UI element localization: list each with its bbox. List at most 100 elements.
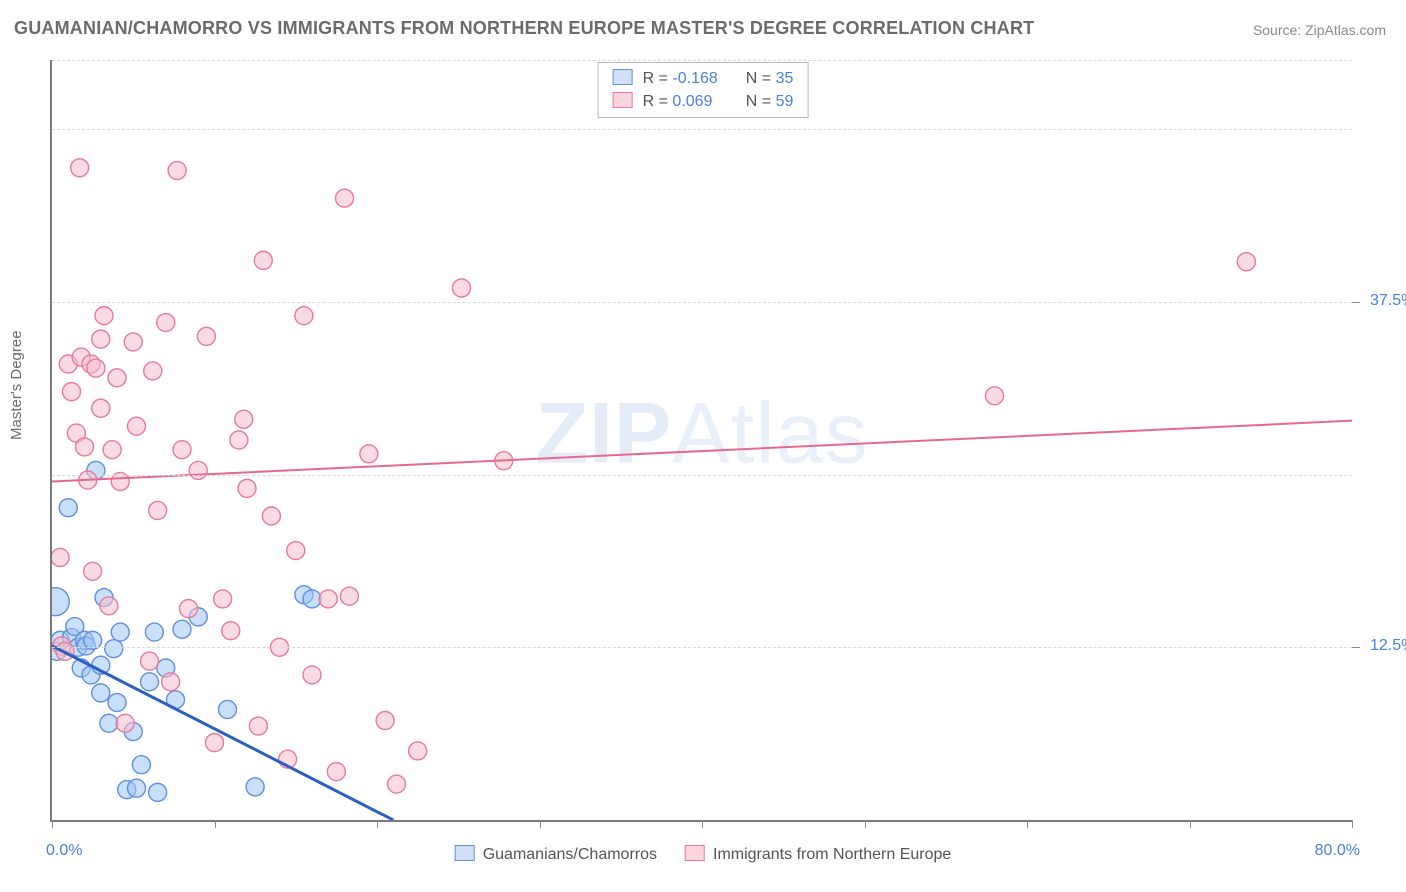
data-point bbox=[173, 620, 191, 638]
data-point bbox=[235, 410, 253, 428]
data-point bbox=[124, 333, 142, 351]
data-point bbox=[295, 307, 313, 325]
y-tick bbox=[1352, 302, 1360, 303]
data-point bbox=[168, 162, 186, 180]
data-point bbox=[52, 548, 69, 566]
legend-n: N = 35 bbox=[732, 67, 808, 90]
legend-correlation-row: R = -0.168N = 35 bbox=[599, 67, 808, 90]
data-point bbox=[92, 684, 110, 702]
data-point bbox=[180, 600, 198, 618]
data-point bbox=[100, 714, 118, 732]
data-point bbox=[262, 507, 280, 525]
data-point bbox=[128, 417, 146, 435]
data-point bbox=[108, 369, 126, 387]
x-axis-max-label: 80.0% bbox=[1315, 842, 1360, 860]
data-point bbox=[336, 189, 354, 207]
legend-correlation-body: R = -0.168N = 35R = 0.069N = 59 bbox=[599, 67, 808, 113]
data-point bbox=[173, 441, 191, 459]
x-axis-min-label: 0.0% bbox=[46, 842, 82, 860]
legend-swatch bbox=[455, 845, 475, 861]
x-tick bbox=[1190, 820, 1191, 828]
y-tick bbox=[1352, 647, 1360, 648]
x-tick bbox=[1352, 820, 1353, 828]
legend-correlation-row: R = 0.069N = 59 bbox=[599, 90, 808, 113]
data-point bbox=[141, 652, 159, 670]
data-point bbox=[249, 717, 267, 735]
data-point bbox=[149, 783, 167, 801]
data-point bbox=[303, 666, 321, 684]
data-point bbox=[360, 445, 378, 463]
data-point bbox=[111, 623, 129, 641]
data-point bbox=[157, 314, 175, 332]
legend-n: N = 59 bbox=[732, 90, 808, 113]
gridline-h bbox=[52, 60, 1352, 61]
data-point bbox=[116, 714, 134, 732]
plot-area: ZIPAtlas 12.5%37.5% bbox=[50, 60, 1352, 822]
legend-series-label: Guamanians/Chamorros bbox=[483, 846, 657, 863]
plot-svg bbox=[52, 60, 1352, 820]
data-point bbox=[141, 673, 159, 691]
legend-series-label: Immigrants from Northern Europe bbox=[713, 846, 951, 863]
data-point bbox=[246, 778, 264, 796]
data-point bbox=[145, 623, 163, 641]
data-point bbox=[100, 597, 118, 615]
x-tick bbox=[540, 820, 541, 828]
data-point bbox=[52, 588, 69, 616]
gridline-h bbox=[52, 129, 1352, 130]
data-point bbox=[95, 307, 113, 325]
gridline-h bbox=[52, 647, 1352, 648]
data-point bbox=[376, 712, 394, 730]
data-point bbox=[287, 542, 305, 560]
data-point bbox=[92, 399, 110, 417]
y-tick-label: 37.5% bbox=[1370, 292, 1406, 310]
data-point bbox=[254, 251, 272, 269]
data-point bbox=[206, 734, 224, 752]
data-point bbox=[340, 587, 358, 605]
x-tick bbox=[377, 820, 378, 828]
legend-series: Guamanians/Chamorros Immigrants from Nort… bbox=[455, 845, 952, 864]
data-point bbox=[87, 359, 105, 377]
y-axis-title: Master's Degree bbox=[8, 330, 25, 440]
data-point bbox=[103, 441, 121, 459]
data-point bbox=[149, 501, 167, 519]
data-point bbox=[327, 763, 345, 781]
data-point bbox=[214, 590, 232, 608]
data-point bbox=[59, 499, 77, 517]
legend-swatch: R = 0.069 bbox=[599, 90, 732, 113]
source-label: Source: ZipAtlas.com bbox=[1253, 22, 1386, 38]
data-point bbox=[1237, 253, 1255, 271]
gridline-h bbox=[52, 475, 1352, 476]
data-point bbox=[303, 590, 321, 608]
trend-line bbox=[52, 421, 1352, 482]
data-point bbox=[128, 779, 146, 797]
data-point bbox=[409, 742, 427, 760]
x-tick bbox=[52, 820, 53, 828]
data-point bbox=[105, 640, 123, 658]
trend-line bbox=[52, 646, 393, 820]
y-tick-label: 12.5% bbox=[1370, 637, 1406, 655]
data-point bbox=[453, 279, 471, 297]
legend-swatch bbox=[685, 845, 705, 861]
data-point bbox=[84, 562, 102, 580]
data-point bbox=[189, 461, 207, 479]
data-point bbox=[108, 694, 126, 712]
data-point bbox=[230, 431, 248, 449]
x-tick bbox=[865, 820, 866, 828]
data-point bbox=[162, 673, 180, 691]
legend-correlation: R = -0.168N = 35R = 0.069N = 59 bbox=[598, 62, 809, 118]
data-point bbox=[238, 479, 256, 497]
data-point bbox=[92, 330, 110, 348]
data-point bbox=[222, 622, 240, 640]
data-point bbox=[197, 327, 215, 345]
data-point bbox=[986, 387, 1004, 405]
data-point bbox=[144, 362, 162, 380]
data-point bbox=[71, 159, 89, 177]
x-tick bbox=[702, 820, 703, 828]
chart-title: GUAMANIAN/CHAMORRO VS IMMIGRANTS FROM NO… bbox=[14, 18, 1034, 39]
legend-swatch: R = -0.168 bbox=[599, 67, 732, 90]
x-tick bbox=[215, 820, 216, 828]
data-point bbox=[219, 700, 237, 718]
gridline-h bbox=[52, 302, 1352, 303]
data-point bbox=[63, 383, 81, 401]
data-point bbox=[76, 438, 94, 456]
